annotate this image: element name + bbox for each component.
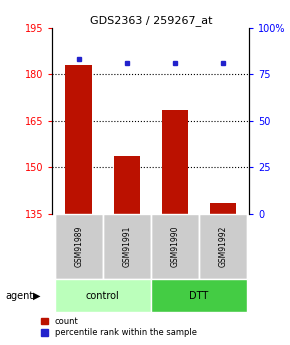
Bar: [199, 214, 247, 279]
Bar: [151, 279, 247, 312]
Legend: count, percentile rank within the sample: count, percentile rank within the sample: [39, 315, 198, 339]
Text: DTT: DTT: [189, 291, 209, 301]
Bar: [162, 110, 188, 214]
Text: GSM91990: GSM91990: [170, 226, 179, 267]
Bar: [113, 156, 140, 214]
Bar: [66, 65, 92, 214]
Title: GDS2363 / 259267_at: GDS2363 / 259267_at: [90, 16, 212, 26]
Bar: [55, 214, 103, 279]
Text: GSM91992: GSM91992: [218, 226, 227, 267]
Bar: [210, 203, 236, 214]
Bar: [103, 214, 151, 279]
Text: control: control: [86, 291, 119, 301]
Text: GSM91991: GSM91991: [122, 226, 131, 267]
Text: ▶: ▶: [33, 291, 41, 300]
Bar: [151, 214, 199, 279]
Bar: [55, 279, 151, 312]
Text: GSM91989: GSM91989: [74, 226, 83, 267]
Text: agent: agent: [6, 291, 34, 300]
